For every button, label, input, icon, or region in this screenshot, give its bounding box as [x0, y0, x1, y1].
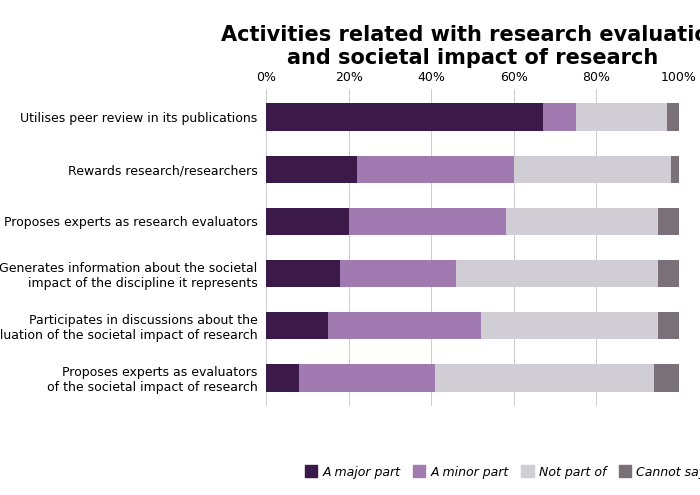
- Bar: [266, 155, 357, 183]
- Bar: [654, 364, 679, 392]
- Bar: [481, 312, 658, 340]
- Bar: [658, 260, 679, 287]
- Bar: [671, 155, 679, 183]
- Bar: [357, 155, 514, 183]
- Bar: [456, 260, 658, 287]
- Bar: [340, 260, 456, 287]
- Bar: [266, 260, 340, 287]
- Bar: [658, 208, 679, 235]
- Bar: [505, 208, 658, 235]
- Title: Activities related with research evaluation
and societal impact of research: Activities related with research evaluat…: [221, 25, 700, 68]
- Bar: [658, 312, 679, 340]
- Bar: [666, 103, 679, 131]
- Bar: [266, 208, 349, 235]
- Bar: [514, 155, 671, 183]
- Bar: [328, 312, 481, 340]
- Bar: [266, 364, 299, 392]
- Bar: [575, 103, 666, 131]
- Bar: [349, 208, 505, 235]
- Bar: [542, 103, 575, 131]
- Legend: A major part, A minor part, Not part of, Cannot say: A major part, A minor part, Not part of,…: [305, 466, 700, 479]
- Bar: [266, 312, 328, 340]
- Bar: [266, 103, 542, 131]
- Bar: [299, 364, 435, 392]
- Bar: [435, 364, 654, 392]
